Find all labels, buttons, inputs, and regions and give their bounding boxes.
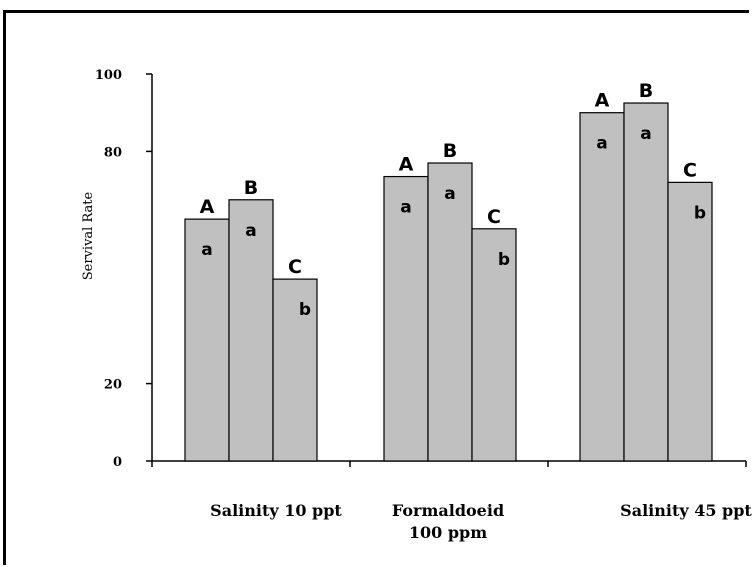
bar-significance-label: a: [201, 240, 212, 260]
category-label: 100 ppm: [409, 523, 487, 542]
bar-significance-label: b: [299, 300, 311, 320]
bar: [272, 278, 318, 462]
bar: [383, 175, 429, 462]
bar-significance-label: a: [245, 221, 256, 241]
y-tick-label: 100: [95, 68, 122, 83]
bar: [471, 228, 517, 462]
bar-series-label: A: [200, 196, 215, 218]
bar-significance-label: a: [596, 134, 607, 154]
bar: [623, 102, 669, 462]
bar-significance-label: a: [640, 124, 651, 144]
bar-significance-label: b: [498, 250, 510, 270]
category-label: Salinity 10 ppt: [210, 501, 342, 520]
bar: [228, 199, 274, 462]
bar: [427, 162, 473, 462]
category-label: Formaldoeid: [392, 501, 504, 520]
bar-series-label: C: [288, 256, 302, 278]
y-tick-label: 20: [104, 378, 122, 393]
bar-series-label: B: [639, 80, 653, 102]
bar-significance-label: a: [400, 198, 411, 218]
bar-significance-label: a: [444, 184, 455, 204]
bar-series-label: C: [487, 206, 501, 228]
category-label: Salinity 45 ppt: [620, 501, 752, 520]
bar-series-label: A: [399, 154, 414, 176]
bar-series-label: B: [244, 177, 258, 199]
y-axis-title: Servival Rate: [81, 191, 96, 280]
bar: [579, 112, 625, 462]
y-tick-label: 0: [113, 455, 122, 470]
bar-significance-label: b: [694, 203, 706, 223]
bar: [667, 181, 713, 462]
y-tick-label: 80: [104, 145, 122, 160]
bar-series-label: B: [443, 140, 457, 162]
bar: [184, 218, 230, 462]
bar-series-label: A: [595, 90, 610, 112]
bar-series-label: C: [683, 159, 697, 181]
